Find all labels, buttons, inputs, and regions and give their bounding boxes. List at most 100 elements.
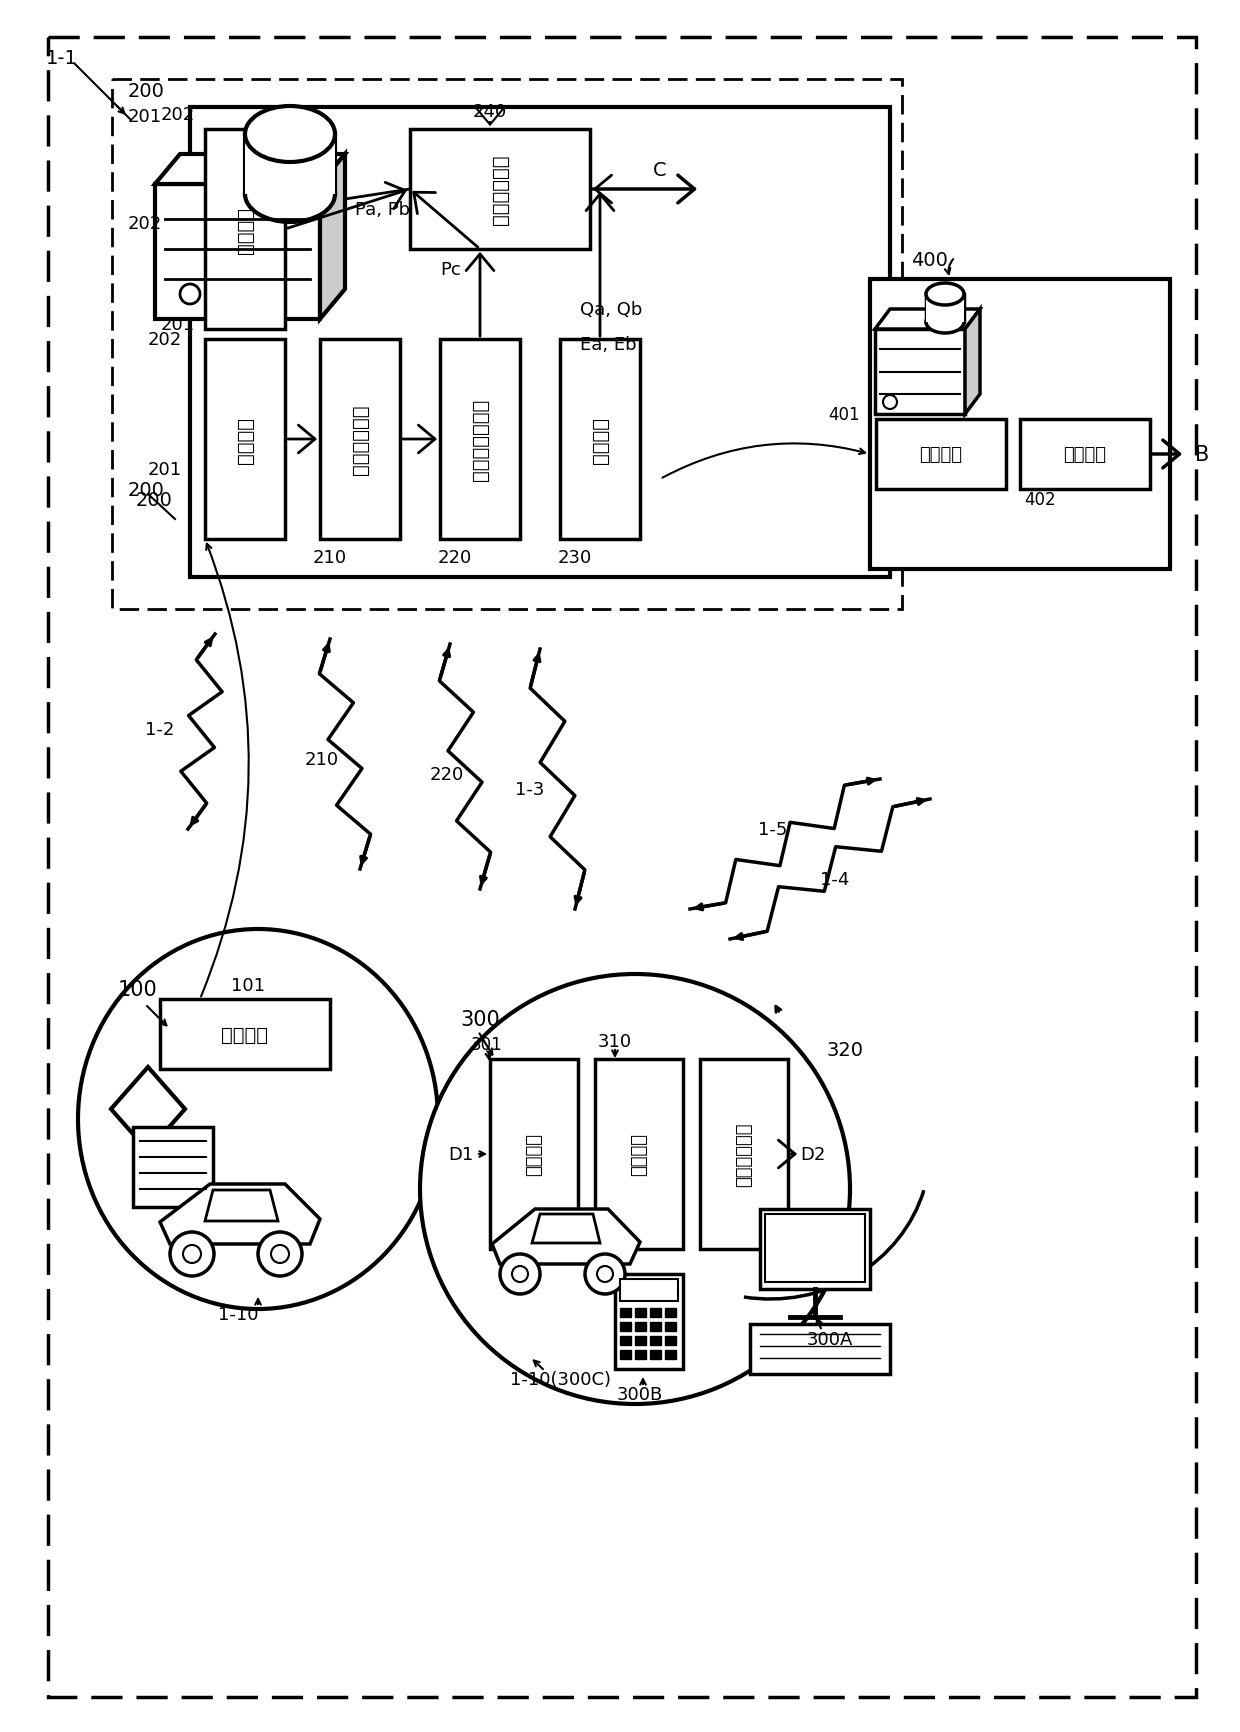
Polygon shape xyxy=(875,329,965,414)
Text: 202: 202 xyxy=(161,106,195,125)
FancyBboxPatch shape xyxy=(701,1060,787,1249)
Circle shape xyxy=(170,1231,215,1276)
Text: 1-4: 1-4 xyxy=(820,871,849,889)
Text: 300: 300 xyxy=(460,1010,500,1029)
Text: 202: 202 xyxy=(128,215,162,232)
FancyBboxPatch shape xyxy=(635,1322,646,1332)
Polygon shape xyxy=(532,1214,600,1244)
FancyBboxPatch shape xyxy=(665,1335,676,1346)
Text: 通信单元: 通信单元 xyxy=(920,445,962,464)
Text: Ea, Eb: Ea, Eb xyxy=(580,336,636,353)
FancyBboxPatch shape xyxy=(620,1308,631,1318)
Polygon shape xyxy=(875,310,980,329)
FancyBboxPatch shape xyxy=(665,1322,676,1332)
Text: 通信单元: 通信单元 xyxy=(222,1025,269,1044)
FancyBboxPatch shape xyxy=(205,339,285,540)
FancyBboxPatch shape xyxy=(635,1335,646,1346)
FancyBboxPatch shape xyxy=(320,339,401,540)
Circle shape xyxy=(272,1245,289,1263)
Text: D2: D2 xyxy=(800,1145,826,1164)
FancyBboxPatch shape xyxy=(765,1214,866,1282)
Text: 1-5: 1-5 xyxy=(758,821,787,838)
FancyBboxPatch shape xyxy=(635,1308,646,1318)
Text: 320: 320 xyxy=(827,1039,863,1058)
Text: Pc: Pc xyxy=(440,262,461,279)
FancyBboxPatch shape xyxy=(665,1351,676,1360)
FancyBboxPatch shape xyxy=(615,1275,683,1370)
Text: 通信单元: 通信单元 xyxy=(236,416,254,462)
Text: 操作单元: 操作单元 xyxy=(630,1133,649,1176)
Text: 300A: 300A xyxy=(807,1330,853,1347)
Circle shape xyxy=(258,1231,303,1276)
Circle shape xyxy=(585,1254,625,1294)
Text: 200: 200 xyxy=(128,81,165,100)
Polygon shape xyxy=(320,154,345,320)
FancyBboxPatch shape xyxy=(1021,419,1149,490)
FancyBboxPatch shape xyxy=(650,1308,661,1318)
FancyBboxPatch shape xyxy=(760,1209,870,1289)
Text: 1-1: 1-1 xyxy=(46,48,78,68)
Circle shape xyxy=(180,284,200,305)
FancyBboxPatch shape xyxy=(560,339,640,540)
Text: 402: 402 xyxy=(1024,490,1055,509)
Text: 240: 240 xyxy=(472,102,507,121)
Text: 测量单元: 测量单元 xyxy=(590,416,610,462)
Ellipse shape xyxy=(246,107,335,163)
Text: D1: D1 xyxy=(449,1145,474,1164)
FancyBboxPatch shape xyxy=(595,1060,683,1249)
Ellipse shape xyxy=(78,930,438,1309)
Polygon shape xyxy=(205,1190,278,1221)
Text: 210: 210 xyxy=(305,750,339,769)
FancyBboxPatch shape xyxy=(190,107,890,578)
Text: 230: 230 xyxy=(558,549,593,566)
Polygon shape xyxy=(112,1067,185,1152)
FancyBboxPatch shape xyxy=(870,281,1171,570)
Polygon shape xyxy=(155,154,345,185)
FancyBboxPatch shape xyxy=(620,1280,678,1301)
Text: 100: 100 xyxy=(118,979,157,999)
Text: 310: 310 xyxy=(598,1032,632,1050)
FancyBboxPatch shape xyxy=(875,419,1006,490)
Text: 401: 401 xyxy=(828,405,861,424)
Circle shape xyxy=(500,1254,539,1294)
FancyBboxPatch shape xyxy=(205,130,285,329)
Polygon shape xyxy=(246,135,335,196)
FancyBboxPatch shape xyxy=(665,1308,676,1318)
FancyBboxPatch shape xyxy=(490,1060,578,1249)
Polygon shape xyxy=(926,294,963,322)
Text: 1-3: 1-3 xyxy=(515,781,544,798)
Text: Qa, Qb: Qa, Qb xyxy=(580,301,642,319)
Text: 填充量预测单元: 填充量预测单元 xyxy=(470,398,490,481)
Text: 电量预测单元: 电量预测单元 xyxy=(351,405,370,475)
Text: 201: 201 xyxy=(161,315,195,334)
Text: 1-10(300C): 1-10(300C) xyxy=(510,1370,610,1389)
FancyBboxPatch shape xyxy=(160,999,330,1069)
Ellipse shape xyxy=(926,312,963,334)
Text: 201: 201 xyxy=(148,461,182,478)
Polygon shape xyxy=(160,1185,320,1244)
Text: 条件设定单元: 条件设定单元 xyxy=(491,154,510,225)
Text: 1-2: 1-2 xyxy=(145,721,175,738)
Polygon shape xyxy=(155,185,320,320)
FancyBboxPatch shape xyxy=(48,38,1197,1697)
FancyBboxPatch shape xyxy=(112,80,901,610)
Text: 101: 101 xyxy=(231,977,265,994)
Text: B: B xyxy=(1195,445,1209,464)
Text: 存储单元: 存储单元 xyxy=(236,206,254,253)
Text: 1-10: 1-10 xyxy=(218,1306,258,1323)
FancyBboxPatch shape xyxy=(440,339,520,540)
Text: C: C xyxy=(653,161,667,180)
Polygon shape xyxy=(492,1209,640,1264)
Text: 300B: 300B xyxy=(616,1386,663,1403)
Circle shape xyxy=(184,1245,201,1263)
Text: 202: 202 xyxy=(148,331,182,348)
Text: 201: 201 xyxy=(128,107,162,126)
FancyBboxPatch shape xyxy=(635,1351,646,1360)
Text: 200: 200 xyxy=(128,480,165,499)
FancyBboxPatch shape xyxy=(620,1322,631,1332)
Text: 通信单元: 通信单元 xyxy=(525,1133,543,1176)
Polygon shape xyxy=(965,310,980,414)
Ellipse shape xyxy=(246,166,335,223)
Text: Pa, Pb: Pa, Pb xyxy=(355,201,410,218)
Text: 301: 301 xyxy=(471,1036,503,1053)
